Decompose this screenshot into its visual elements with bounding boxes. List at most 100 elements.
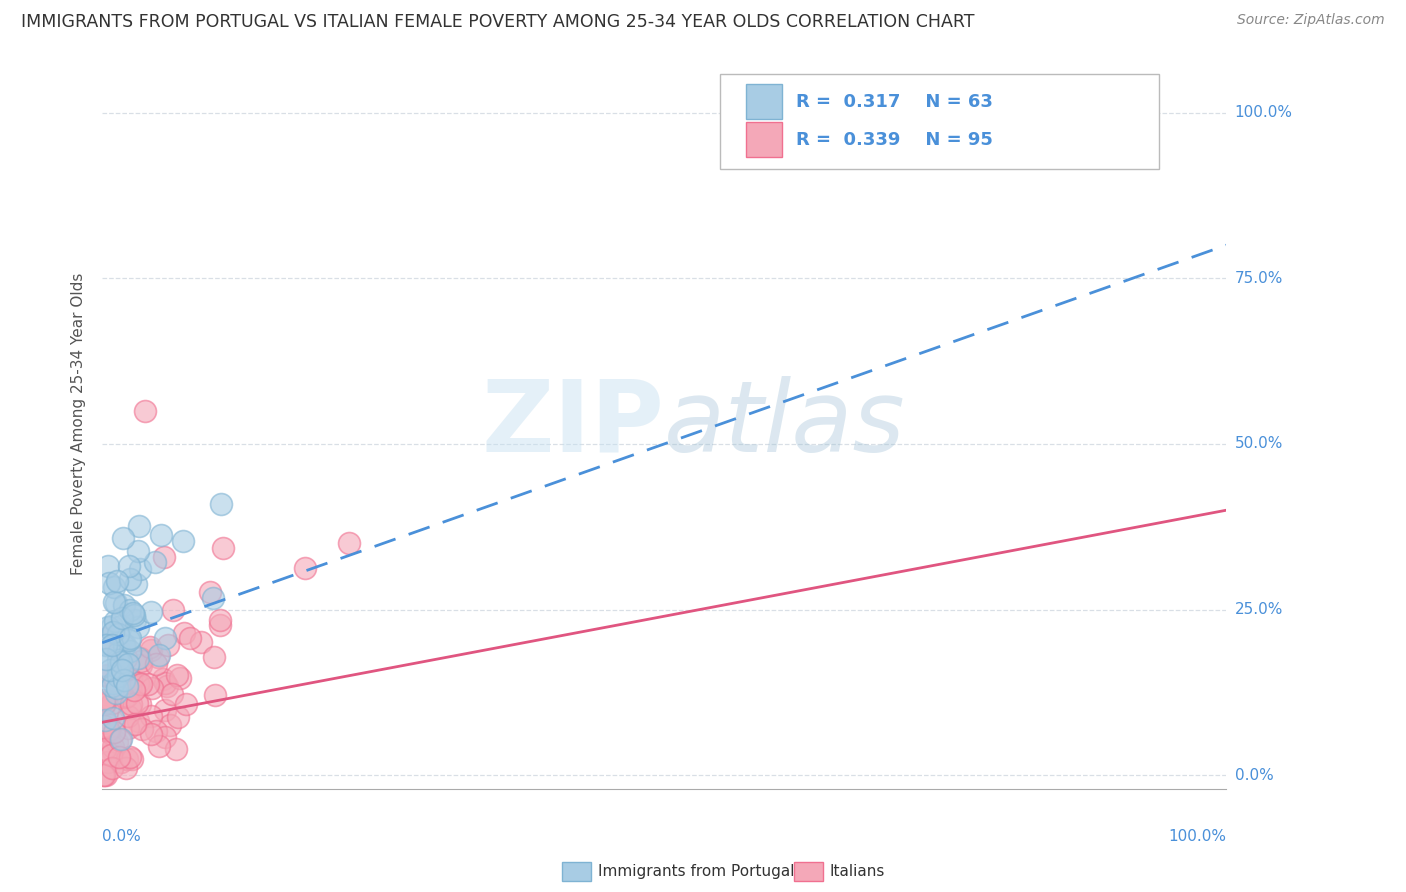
- Point: [93, 709, 115, 723]
- Bar: [747, 85, 782, 120]
- Point: [93, 697, 115, 711]
- Point: [117, 657, 139, 671]
- Point: [127, 714, 149, 728]
- Text: 0.0%: 0.0%: [103, 829, 141, 844]
- Text: 0.0%: 0.0%: [1234, 768, 1274, 783]
- Point: [104, 614, 127, 628]
- Point: [94, 713, 117, 727]
- Point: [166, 668, 188, 682]
- Point: [339, 536, 361, 550]
- Point: [141, 642, 163, 657]
- Point: [103, 595, 125, 609]
- Point: [124, 613, 146, 627]
- Point: [105, 574, 128, 588]
- Point: [294, 561, 316, 575]
- Point: [120, 603, 142, 617]
- Text: 100.0%: 100.0%: [1234, 105, 1292, 120]
- Point: [105, 681, 128, 695]
- Point: [122, 683, 145, 698]
- Point: [118, 559, 141, 574]
- Point: [94, 715, 117, 730]
- Point: [141, 605, 163, 619]
- Point: [129, 697, 152, 711]
- Point: [104, 673, 127, 687]
- Point: [96, 631, 118, 645]
- Point: [107, 661, 129, 675]
- Point: [105, 686, 128, 700]
- Point: [127, 543, 149, 558]
- Point: [97, 558, 120, 573]
- Text: IMMIGRANTS FROM PORTUGAL VS ITALIAN FEMALE POVERTY AMONG 25-34 YEAR OLDS CORRELA: IMMIGRANTS FROM PORTUGAL VS ITALIAN FEMA…: [21, 13, 974, 31]
- Point: [160, 687, 183, 701]
- Point: [141, 708, 163, 723]
- Point: [100, 761, 122, 775]
- Point: [127, 620, 149, 634]
- Point: [125, 577, 148, 591]
- Point: [148, 648, 170, 662]
- Point: [103, 580, 125, 594]
- Point: [111, 611, 134, 625]
- Point: [98, 575, 121, 590]
- Point: [152, 672, 174, 686]
- Point: [118, 631, 141, 645]
- Point: [100, 619, 122, 633]
- Text: ZIP: ZIP: [481, 376, 664, 473]
- Point: [124, 607, 146, 622]
- Point: [103, 725, 125, 739]
- Point: [101, 675, 124, 690]
- Point: [127, 675, 149, 690]
- Point: [97, 723, 120, 737]
- Point: [141, 681, 163, 696]
- Point: [112, 639, 135, 653]
- Point: [149, 528, 172, 542]
- Point: [146, 649, 169, 664]
- Point: [212, 541, 235, 555]
- Point: [131, 722, 153, 736]
- Point: [107, 646, 129, 660]
- Point: [110, 755, 132, 769]
- Text: 25.0%: 25.0%: [1234, 602, 1282, 617]
- Point: [93, 693, 115, 707]
- Point: [111, 663, 134, 677]
- Point: [112, 673, 135, 687]
- Text: Italians: Italians: [830, 864, 884, 879]
- Point: [98, 664, 121, 678]
- Point: [101, 679, 124, 693]
- Point: [139, 640, 162, 655]
- Point: [127, 696, 149, 710]
- Point: [120, 697, 142, 711]
- Point: [107, 643, 129, 657]
- Point: [96, 668, 118, 682]
- Point: [153, 703, 176, 717]
- Point: [122, 606, 145, 620]
- Point: [121, 752, 143, 766]
- Point: [129, 676, 152, 690]
- Point: [91, 768, 114, 782]
- Point: [101, 744, 124, 758]
- Point: [153, 731, 176, 745]
- Point: [165, 742, 187, 756]
- Point: [96, 702, 118, 716]
- Point: [97, 756, 120, 770]
- Point: [139, 727, 162, 741]
- Point: [128, 650, 150, 665]
- Point: [101, 625, 124, 640]
- Point: [96, 768, 118, 782]
- Point: [107, 664, 129, 678]
- Text: atlas: atlas: [664, 376, 905, 473]
- Text: 75.0%: 75.0%: [1234, 271, 1282, 285]
- Point: [97, 620, 120, 634]
- Point: [114, 638, 136, 652]
- Text: Immigrants from Portugal: Immigrants from Portugal: [598, 864, 794, 879]
- Point: [101, 711, 124, 725]
- Point: [204, 688, 226, 702]
- Point: [152, 549, 174, 564]
- Point: [101, 638, 124, 652]
- Point: [145, 555, 167, 569]
- Point: [200, 585, 222, 599]
- Point: [145, 724, 167, 739]
- Point: [118, 632, 141, 647]
- Point: [118, 701, 141, 715]
- Point: [117, 721, 139, 735]
- Point: [110, 619, 132, 633]
